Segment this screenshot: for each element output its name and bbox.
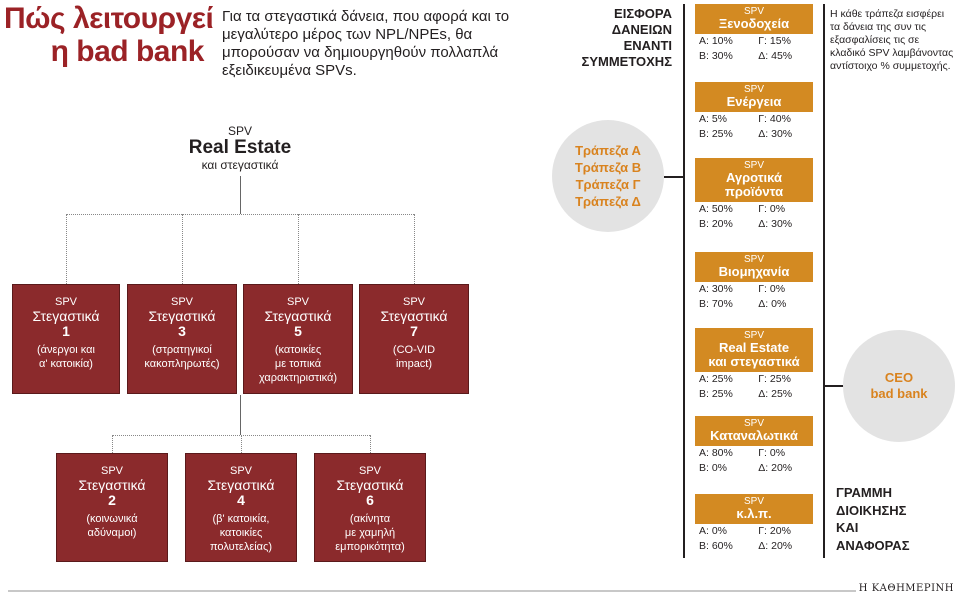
- intro-text: Για τα στεγαστικά δάνεια, που αφορά και …: [222, 8, 510, 79]
- sector-stats: Α: 10% Γ: 15% Β: 30% Δ: 45%: [699, 35, 793, 62]
- spv-kicker: SPV: [402, 296, 425, 308]
- spv-box-5: SPV Στεγαστικά 5 (κατοικίες με τοπικά χαρα…: [243, 284, 353, 394]
- spv-name: Στεγαστικά: [336, 477, 404, 493]
- spv-description: (κατοικίες με τοπικά χαρακτηριστικά): [258, 344, 338, 384]
- connector-to-spv7: [414, 214, 415, 284]
- root-kicker: SPV: [227, 124, 252, 138]
- connector-to-spv3: [182, 214, 183, 284]
- bank-b: Τράπεζα Β: [574, 160, 642, 175]
- spv-description: (στρατηγικοί κακοπληρωτές): [144, 344, 220, 370]
- spv-number: 4: [237, 492, 245, 508]
- spv-kicker: SPV: [229, 465, 252, 477]
- sector-hotels: SPV Ξενοδοχεία Α: 10% Γ: 15% Β: 30% Δ: 45%: [695, 4, 813, 64]
- spv-name: Στεγαστικά: [207, 477, 275, 493]
- spv-description: (κοινωνικά αδύναμοι): [86, 513, 138, 539]
- bank-a: Τράπεζα Α: [575, 143, 641, 158]
- banks-connector: [664, 176, 684, 178]
- sector-box: SPV Ενέργεια: [695, 82, 813, 112]
- spv-kicker: SPV: [100, 465, 123, 477]
- contribution-axis: [683, 4, 685, 558]
- spv-kicker: SPV: [170, 296, 193, 308]
- ceo-label: CEO: [884, 370, 914, 385]
- sector-box: SPV Real Estate και στεγαστικά: [695, 328, 813, 372]
- spv-box-2: SPV Στεγαστικά 2 (κοινωνικά αδύναμοι): [56, 453, 168, 562]
- connector-to-spv6: [370, 435, 371, 453]
- spv-number: 1: [62, 323, 70, 339]
- connector-top-horizontal: [66, 214, 414, 215]
- participation-note: Η κάθε τράπεζα εισφέρει τα δάνεια της συ…: [830, 8, 954, 72]
- sector-stats: Α: 80% Γ: 0% Β: 0% Δ: 20%: [699, 447, 793, 474]
- sector-box: SPV Βιομηχανία: [695, 252, 813, 282]
- spv-number: 6: [366, 492, 374, 508]
- spv-name: Στεγαστικά: [78, 477, 146, 493]
- connector-to-spv2: [112, 435, 113, 453]
- sector-box: SPV Καταναλωτικά: [695, 416, 813, 446]
- contribution-label: ΕΙΣΦΟΡΑ ΔΑΝΕΙΩΝ ΕΝΑΝΤΙ ΣΥΜΜΕΤΟΧΗΣ: [581, 6, 672, 69]
- spv-number: 2: [108, 492, 116, 508]
- spv-kicker: SPV: [358, 465, 381, 477]
- spv-box-1: SPV Στεγαστικά 1 (άνεργοι και α' κατοικία…: [12, 284, 120, 394]
- sector-stats: Α: 25% Γ: 25% Β: 25% Δ: 25%: [699, 373, 793, 400]
- spv-box-3: SPV Στεγαστικά 3 (στρατηγικοί κακοπληρωτέ…: [127, 284, 237, 394]
- sector-etc: SPV κ.λ.π. Α: 0% Γ: 20% Β: 60% Δ: 20%: [695, 494, 813, 554]
- spv-name: Στεγαστικά: [32, 308, 100, 324]
- connector-mid-down: [240, 395, 241, 435]
- spv-description: (CO-VID impact): [392, 344, 436, 370]
- sector-box: SPV κ.λ.π.: [695, 494, 813, 524]
- sector-stats: Α: 5% Γ: 40% Β: 25% Δ: 30%: [699, 113, 793, 140]
- connector-to-spv1: [66, 214, 67, 284]
- connector-to-spv4: [241, 435, 242, 453]
- spv-description: (ακίνητα με χαμηλή εμπορικότητα): [335, 513, 405, 553]
- sector-real-estate: SPV Real Estate και στεγαστικά Α: 25% Γ: …: [695, 328, 813, 402]
- connector-root-down: [240, 176, 241, 214]
- sector-box: SPV Αγροτικά προϊόντα: [695, 158, 813, 202]
- bank-d: Τράπεζα Δ: [575, 194, 641, 209]
- spv-number: 5: [294, 323, 302, 339]
- spv-number: 7: [410, 323, 418, 339]
- management-axis: [823, 4, 825, 558]
- banks-circle: Τράπεζα Α Τράπεζα Β Τράπεζα Γ Τράπεζα Δ: [552, 120, 664, 232]
- management-label: ΓΡΑΜΜΗ ΔΙΟΙΚΗΣΗΣ ΚΑΙ ΑΝΑΦΟΡΑΣ: [836, 485, 910, 553]
- connector-to-spv5: [298, 214, 299, 284]
- page-title: Πώς λειτουργεί η bad bank: [4, 2, 214, 68]
- bad-bank-label: bad bank: [870, 386, 928, 401]
- spv-description: (β' κατοικία, κατοικίες πολυτελείας): [209, 513, 272, 553]
- spv-kicker: SPV: [286, 296, 309, 308]
- spv-kicker: SPV: [54, 296, 77, 308]
- title-line-1: Πώς λειτουργεί: [4, 2, 214, 35]
- spv-box-7: SPV Στεγαστικά 7 (CO-VID impact): [359, 284, 469, 394]
- sector-energy: SPV Ενέργεια Α: 5% Γ: 40% Β: 25% Δ: 30%: [695, 82, 813, 142]
- footer-rule: [8, 590, 856, 592]
- ceo-circle: CEO bad bank: [843, 330, 955, 442]
- sector-box: SPV Ξενοδοχεία: [695, 4, 813, 34]
- ceo-connector: [824, 385, 844, 387]
- sector-stats: Α: 30% Γ: 0% Β: 70% Δ: 0%: [699, 283, 787, 310]
- bank-c: Τράπεζα Γ: [575, 177, 641, 192]
- title-line-2: η bad bank: [50, 35, 205, 68]
- root-title: Real Estate: [188, 137, 292, 158]
- spv-name: Στεγαστικά: [264, 308, 332, 324]
- publisher-credit: Η ΚΑΘΗΜΕΡΙΝΗ: [858, 583, 954, 594]
- root-subtitle: και στεγαστικά: [201, 158, 279, 172]
- sector-stats: Α: 50% Γ: 0% Β: 20% Δ: 30%: [699, 203, 793, 230]
- spv-number: 3: [178, 323, 186, 339]
- spv-name: Στεγαστικά: [380, 308, 448, 324]
- root-spv-real-estate: SPV Real Estate και στεγαστικά: [150, 124, 330, 172]
- spv-box-6: SPV Στεγαστικά 6 (ακίνητα με χαμηλή εμπορι…: [314, 453, 426, 562]
- spv-box-4: SPV Στεγαστικά 4 (β' κατοικία, κατοικίες π…: [185, 453, 297, 562]
- sector-industry: SPV Βιομηχανία Α: 30% Γ: 0% Β: 70% Δ: 0%: [695, 252, 813, 312]
- spv-description: (άνεργοι και α' κατοικία): [37, 344, 95, 370]
- sector-stats: Α: 0% Γ: 20% Β: 60% Δ: 20%: [699, 525, 793, 552]
- sector-agriculture: SPV Αγροτικά προϊόντα Α: 50% Γ: 0% Β: 20%…: [695, 158, 813, 232]
- spv-name: Στεγαστικά: [148, 308, 216, 324]
- sector-consumer: SPV Καταναλωτικά Α: 80% Γ: 0% Β: 0% Δ: 20%: [695, 416, 813, 476]
